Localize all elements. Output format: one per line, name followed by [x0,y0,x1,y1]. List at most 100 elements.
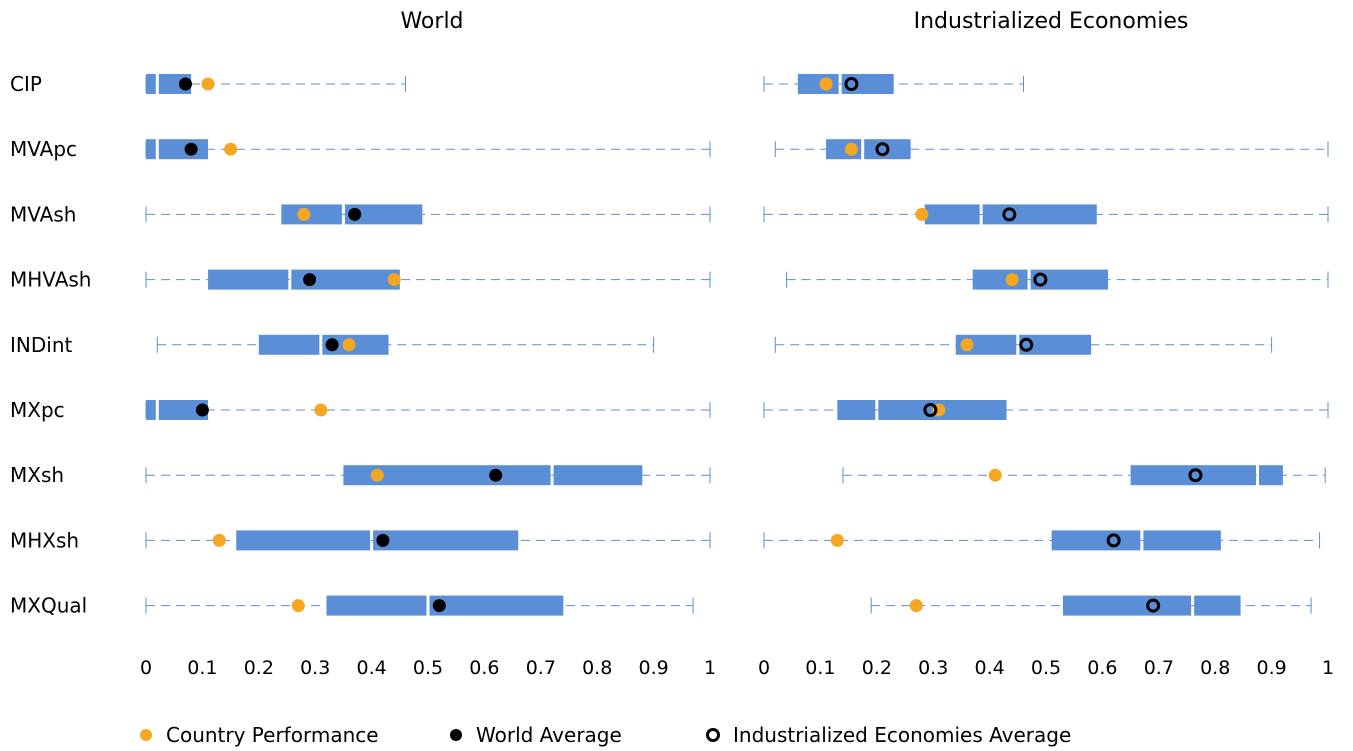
box-lower [208,269,289,290]
x-tick-label: 0.5 [413,657,443,679]
country-performance-dot [909,599,923,613]
country-performance-dot [370,468,384,482]
category-label: MHXsh [10,528,79,552]
x-tick-label: 0.8 [1200,657,1230,679]
x-tick-label: 1 [1322,657,1334,679]
x-tick-label: 0.6 [1087,657,1117,679]
country-performance-dot [314,403,328,417]
x-tick-label: 0.1 [187,657,217,679]
box-upper [1194,595,1241,616]
x-tick-label: 0.5 [1031,657,1061,679]
box-upper [291,269,400,290]
x-tick-label: 0.8 [582,657,612,679]
box-upper [553,465,643,486]
country-performance-dot [819,77,833,91]
x-tick-label: 0.6 [469,657,499,679]
world-average-dot [325,338,339,352]
panel-world: World 0 0.1 0.2 0.3 0.4 0.5 0.6 0.7 0.8 0.9 1 [140,9,716,679]
legend-label: Country Performance [166,723,379,747]
box-lower [924,204,980,225]
legend-marker [140,729,152,741]
legend: Country Performance World Average Industri… [140,723,1071,747]
industrialized-average-ring [1188,468,1203,483]
industrialized-average-ring [1033,272,1048,287]
box-upper [1143,530,1221,551]
category-label: CIP [10,72,42,96]
country-performance-dot [342,338,356,352]
industrialized-average-ring [1146,598,1161,613]
legend-label: Industrialized Economies Average [733,723,1071,747]
x-tick-label: 0.3 [918,657,948,679]
box-lower [1062,595,1192,616]
box-lower [837,400,876,420]
legend-marker [706,728,720,742]
x-tick-label: 0.9 [1256,657,1286,679]
panel-industrialized: Industrialized Economies 0 0.1 0.2 0.3 0.4 0.5… [758,9,1334,679]
country-performance-dot [212,533,226,547]
country-performance-dot [224,142,238,156]
world-average-dot [184,142,198,156]
industrialized-average-ring [1019,337,1034,352]
world-average-dot [432,599,446,613]
box-upper [841,74,894,94]
world-average-dot [348,207,362,221]
x-tick-label: 0.4 [356,657,386,679]
x-tick-label: 0.1 [805,657,835,679]
box-upper [158,139,209,160]
box-upper [158,400,209,420]
industrialized-average-ring [923,403,938,417]
x-tick-label: 0 [140,657,152,679]
category-label: MVAsh [10,202,76,226]
box-lower [146,139,156,160]
country-performance-dot [844,142,858,156]
box-lower [258,334,320,355]
x-tick-label: 0.4 [974,657,1004,679]
industrialized-average-ring [875,142,890,157]
category-label: MVApc [10,137,77,161]
x-tick-label: 0.2 [862,657,892,679]
world-average-dot [195,403,209,417]
box-upper [1019,334,1092,355]
country-performance-dot [915,207,929,221]
x-tick-label: 0 [758,657,770,679]
box-upper [429,595,564,616]
world-average-dot [178,77,192,91]
category-label: MXpc [10,398,65,422]
box-upper [1030,269,1109,290]
country-performance-dot [387,273,401,287]
box-lower [972,269,1028,290]
box-upper [1259,465,1283,486]
country-performance-dot [960,338,974,352]
box-upper [344,204,423,225]
x-tick-label: 0.2 [244,657,274,679]
country-performance-dot [830,533,844,547]
box-upper [982,204,1097,225]
country-performance-dot [291,599,305,613]
category-label: MXsh [10,463,64,487]
x-tick-label: 0.3 [300,657,330,679]
category-label: MXQual [10,594,87,618]
box-lower [326,595,427,616]
box-lower [1130,465,1256,486]
panel-title: Industrialized Economies [914,9,1189,34]
box-lower [281,204,342,225]
category-label: MHVAsh [10,268,91,292]
world-average-dot [303,273,317,287]
country-performance-dot [1005,273,1019,287]
x-tick-label: 1 [704,657,716,679]
x-tick-label: 0.7 [1144,657,1174,679]
country-performance-dot [297,207,311,221]
legend-label: World Average [476,723,622,747]
country-performance-dot [201,77,215,91]
industrialized-average-ring [844,77,859,91]
box-lower [146,74,156,94]
industrialized-average-ring [1106,533,1121,548]
box-upper [373,530,519,551]
panel-title: World [400,9,463,34]
world-average-dot [376,533,390,547]
x-tick-label: 0.9 [638,657,668,679]
box-lower [236,530,371,551]
legend-marker [450,729,462,741]
x-tick-label: 0.7 [526,657,556,679]
